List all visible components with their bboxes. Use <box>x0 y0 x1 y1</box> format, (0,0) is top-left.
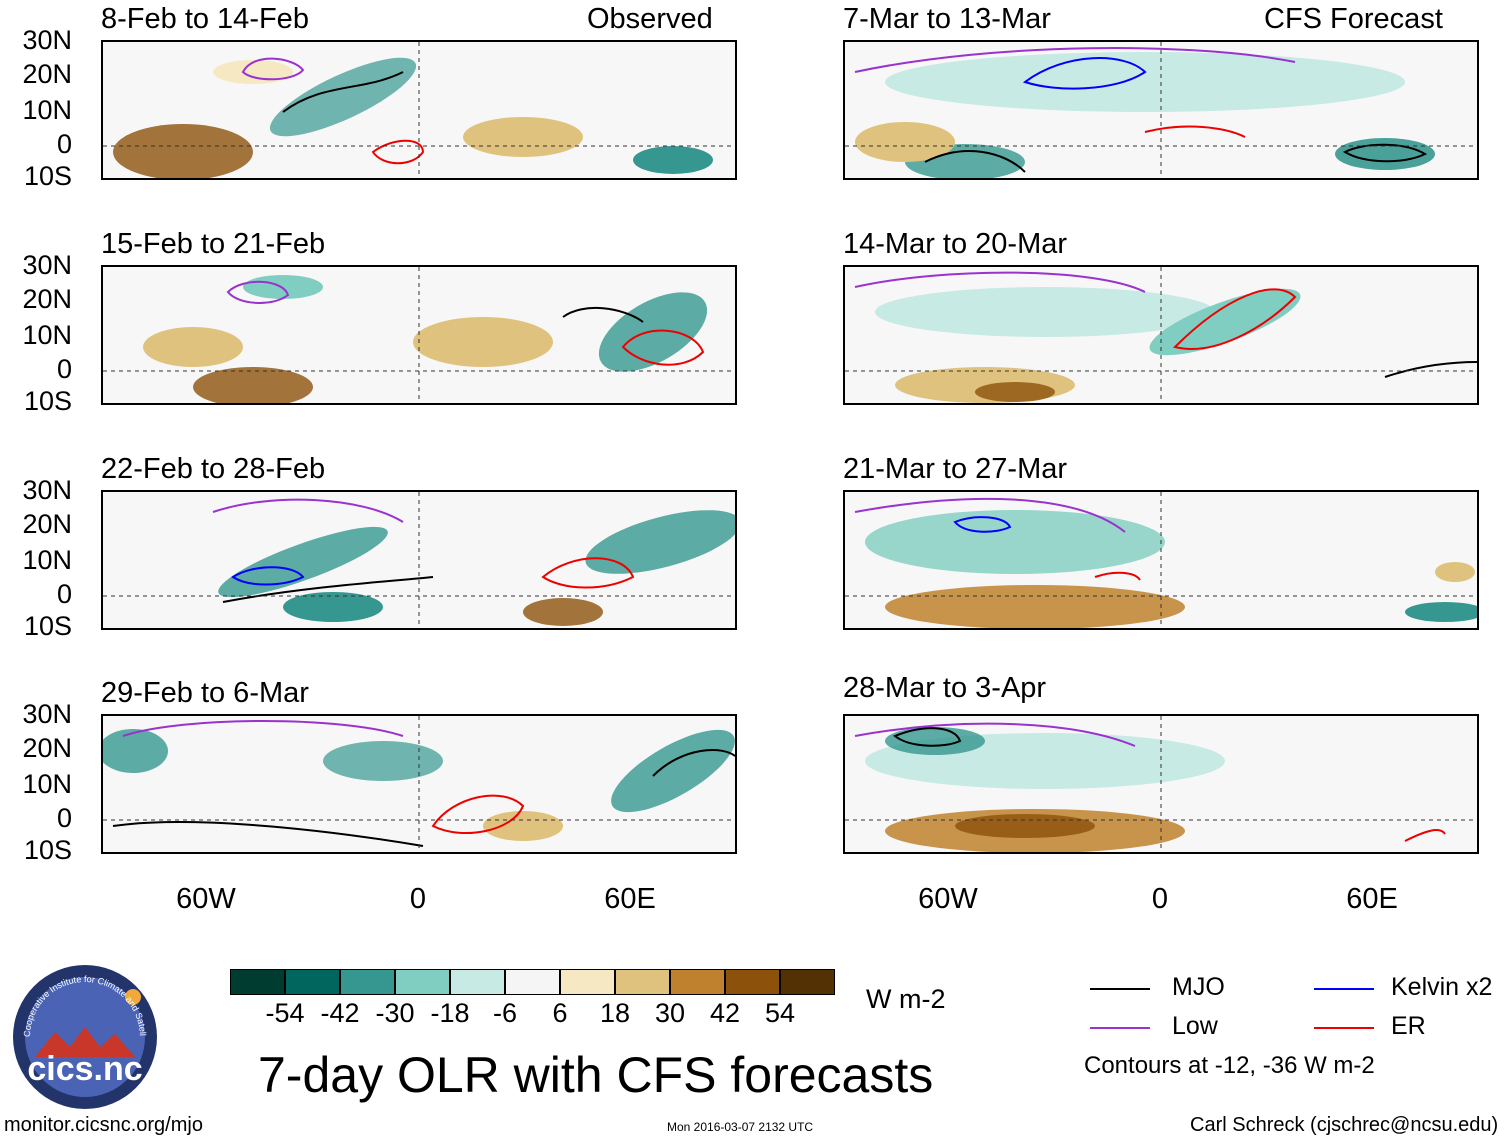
lon-label: 60W <box>176 883 236 915</box>
colorbar-swatch <box>285 969 340 995</box>
colorbar-label: 18 <box>599 998 631 1028</box>
colorbar-label: -18 <box>430 998 470 1028</box>
lat-label: 10N <box>22 545 72 575</box>
map-panel-forecast-3 <box>843 490 1479 630</box>
footer-url[interactable]: monitor.cicsnc.org/mjo <box>4 1114 203 1136</box>
legend-label-er: ER <box>1391 1012 1426 1040</box>
colorbar-label: 54 <box>764 998 796 1028</box>
lat-label: 10S <box>23 611 72 641</box>
legend-label-mjo: MJO <box>1172 973 1225 1001</box>
lat-label: 10S <box>23 161 72 191</box>
colorbar-swatch <box>780 969 835 995</box>
olr-field <box>103 492 735 628</box>
lat-label: 30N <box>22 25 72 55</box>
lat-label: 20N <box>22 733 72 763</box>
legend-line-kelvin <box>1314 988 1374 990</box>
observed-label: Observed <box>587 3 713 35</box>
panel-title-observed-3: 22-Feb to 28-Feb <box>101 453 326 485</box>
map-panel-observed-2 <box>101 265 737 405</box>
lat-label: 0 <box>56 803 72 833</box>
credit: Carl Schreck (cjschrec@ncsu.edu) <box>1190 1114 1499 1136</box>
lat-label: 0 <box>56 129 72 159</box>
panel-title-observed-4: 29-Feb to 6-Mar <box>101 677 309 709</box>
map-panel-observed-4 <box>101 714 737 854</box>
lon-label: 0 <box>409 883 427 915</box>
colorbar-swatch <box>450 969 505 995</box>
colorbar-label: 6 <box>552 998 568 1028</box>
legend-label-kelvin: Kelvin x2 <box>1391 973 1493 1001</box>
logo-text: cics.nc <box>27 1050 143 1088</box>
lat-label: 0 <box>56 354 72 384</box>
lat-label: 0 <box>56 579 72 609</box>
olr-field <box>845 716 1477 852</box>
timestamp: Mon 2016-03-07 2132 UTC <box>667 1120 814 1134</box>
lat-label: 20N <box>22 59 72 89</box>
colorbar-label: -30 <box>375 998 415 1028</box>
panel-title-observed-1: 8-Feb to 14-Feb <box>101 3 309 35</box>
panel-title-forecast-4: 28-Mar to 3-Apr <box>843 672 1047 704</box>
map-panel-observed-1 <box>101 40 737 180</box>
lat-label: 20N <box>22 509 72 539</box>
map-panel-observed-3 <box>101 490 737 630</box>
lat-label: 30N <box>22 699 72 729</box>
colorbar-swatch <box>615 969 670 995</box>
lon-label: 60E <box>1346 883 1398 915</box>
lon-label: 60W <box>918 883 978 915</box>
legend-label-low: Low <box>1172 1012 1218 1040</box>
panel-title-forecast-2: 14-Mar to 20-Mar <box>843 228 1068 260</box>
panel-title-forecast-3: 21-Mar to 27-Mar <box>843 453 1068 485</box>
colorbar-swatch <box>340 969 395 995</box>
colorbar-swatch <box>230 969 285 995</box>
panel-title-observed-2: 15-Feb to 21-Feb <box>101 228 326 260</box>
olr-field <box>103 267 735 403</box>
lon-label: 60E <box>604 883 656 915</box>
main-title: 7-day OLR with CFS forecasts <box>258 1047 934 1103</box>
colorbar-swatch <box>670 969 725 995</box>
legend-line-low <box>1090 1027 1150 1029</box>
panel-title-forecast-1: 7-Mar to 13-Mar <box>843 3 1051 35</box>
colorbar-swatch <box>725 969 780 995</box>
olr-field <box>845 267 1477 403</box>
colorbar-label: -6 <box>492 998 517 1028</box>
colorbar-swatch <box>395 969 450 995</box>
map-panel-forecast-1 <box>843 40 1479 180</box>
lon-label: 0 <box>1151 883 1169 915</box>
colorbar-label: -42 <box>320 998 360 1028</box>
lat-label: 10N <box>22 95 72 125</box>
colorbar-unit: W m-2 <box>866 984 946 1014</box>
contour-note: Contours at -12, -36 W m-2 <box>1084 1052 1375 1079</box>
olr-field <box>845 492 1477 628</box>
map-panel-forecast-2 <box>843 265 1479 405</box>
lat-label: 10N <box>22 320 72 350</box>
colorbar-label: 42 <box>709 998 741 1028</box>
olr-field <box>103 42 735 178</box>
cicsnc-logo: Cooperative Institute for Climate and Sa… <box>7 954 160 1112</box>
colorbar-label: -54 <box>265 998 305 1028</box>
olr-field <box>103 716 735 852</box>
olr-field <box>845 42 1477 178</box>
legend-line-er <box>1314 1027 1374 1029</box>
cfs-forecast-label: CFS Forecast <box>1264 3 1443 35</box>
legend-line-mjo <box>1090 988 1150 990</box>
lat-label: 30N <box>22 475 72 505</box>
lat-label: 10N <box>22 769 72 799</box>
lat-label: 30N <box>22 250 72 280</box>
colorbar-swatch <box>560 969 615 995</box>
colorbar-label: 30 <box>654 998 686 1028</box>
colorbar-swatch <box>505 969 560 995</box>
lat-label: 20N <box>22 284 72 314</box>
lat-label: 10S <box>23 386 72 416</box>
map-panel-forecast-4 <box>843 714 1479 854</box>
lat-label: 10S <box>23 835 72 865</box>
